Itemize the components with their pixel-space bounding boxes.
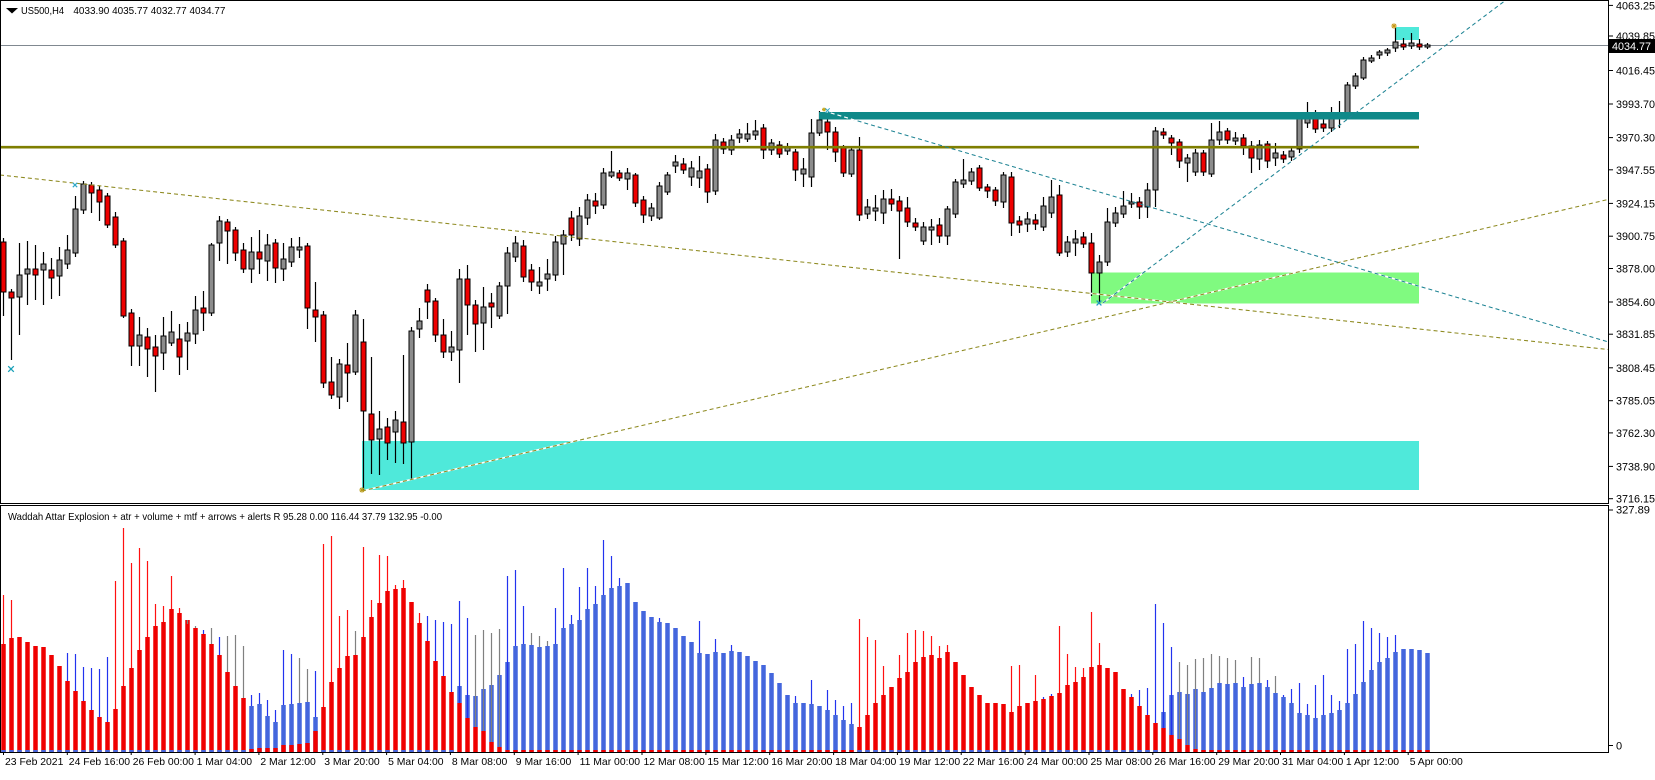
svg-text:3738.90: 3738.90 — [1616, 461, 1655, 473]
svg-text:18 Mar 04:00: 18 Mar 04:00 — [835, 757, 896, 768]
svg-text:3900.75: 3900.75 — [1616, 231, 1655, 243]
svg-text:9 Mar 16:00: 9 Mar 16:00 — [516, 757, 572, 768]
svg-text:29 Mar 20:00: 29 Mar 20:00 — [1218, 757, 1279, 768]
svg-text:31 Mar 04:00: 31 Mar 04:00 — [1282, 757, 1343, 768]
svg-text:3831.85: 3831.85 — [1616, 329, 1655, 341]
svg-text:3947.55: 3947.55 — [1616, 165, 1655, 177]
svg-text:12 Mar 08:00: 12 Mar 08:00 — [644, 757, 705, 768]
svg-text:25 Mar 08:00: 25 Mar 08:00 — [1091, 757, 1152, 768]
svg-text:19 Mar 12:00: 19 Mar 12:00 — [899, 757, 960, 768]
svg-text:5 Mar 04:00: 5 Mar 04:00 — [388, 757, 444, 768]
svg-text:24 Feb 16:00: 24 Feb 16:00 — [69, 757, 130, 768]
svg-text:8 Mar 08:00: 8 Mar 08:00 — [452, 757, 508, 768]
svg-text:3 Mar 20:00: 3 Mar 20:00 — [324, 757, 380, 768]
svg-text:22 Mar 16:00: 22 Mar 16:00 — [963, 757, 1024, 768]
svg-text:3878.00: 3878.00 — [1616, 264, 1655, 276]
svg-text:327.89: 327.89 — [1616, 505, 1650, 517]
svg-text:1 Mar 04:00: 1 Mar 04:00 — [197, 757, 253, 768]
svg-text:4063.25: 4063.25 — [1616, 0, 1655, 12]
svg-text:24 Mar 00:00: 24 Mar 00:00 — [1027, 757, 1088, 768]
svg-text:1 Apr 12:00: 1 Apr 12:00 — [1346, 757, 1399, 768]
svg-text:11 Mar 00:00: 11 Mar 00:00 — [580, 757, 641, 768]
svg-text:3924.15: 3924.15 — [1616, 198, 1655, 210]
svg-text:Waddah Attar Explosion + atr +: Waddah Attar Explosion + atr + volume + … — [8, 511, 442, 523]
svg-text:4033.90 4035.77 4032.77 4034.7: 4033.90 4035.77 4032.77 4034.77 — [73, 6, 225, 17]
svg-text:26 Feb 00:00: 26 Feb 00:00 — [133, 757, 194, 768]
svg-text:16 Mar 20:00: 16 Mar 20:00 — [771, 757, 832, 768]
svg-text:2 Mar 12:00: 2 Mar 12:00 — [260, 757, 316, 768]
svg-text:3970.30: 3970.30 — [1616, 133, 1655, 145]
svg-text:3993.70: 3993.70 — [1616, 99, 1655, 111]
svg-text:5 Apr 00:00: 5 Apr 00:00 — [1410, 757, 1463, 768]
svg-text:3854.60: 3854.60 — [1616, 297, 1655, 309]
svg-text:15 Mar 12:00: 15 Mar 12:00 — [707, 757, 768, 768]
svg-text:3785.05: 3785.05 — [1616, 396, 1655, 408]
svg-text:26 Mar 16:00: 26 Mar 16:00 — [1154, 757, 1215, 768]
svg-text:US500,H4: US500,H4 — [21, 6, 64, 17]
svg-text:3716.15: 3716.15 — [1616, 494, 1655, 506]
svg-text:3762.30: 3762.30 — [1616, 428, 1655, 440]
svg-text:4016.45: 4016.45 — [1616, 66, 1655, 78]
svg-text:3808.45: 3808.45 — [1616, 363, 1655, 375]
svg-text:4034.77: 4034.77 — [1612, 41, 1651, 53]
svg-text:0: 0 — [1616, 741, 1622, 753]
svg-text:23 Feb 2021: 23 Feb 2021 — [5, 757, 64, 768]
